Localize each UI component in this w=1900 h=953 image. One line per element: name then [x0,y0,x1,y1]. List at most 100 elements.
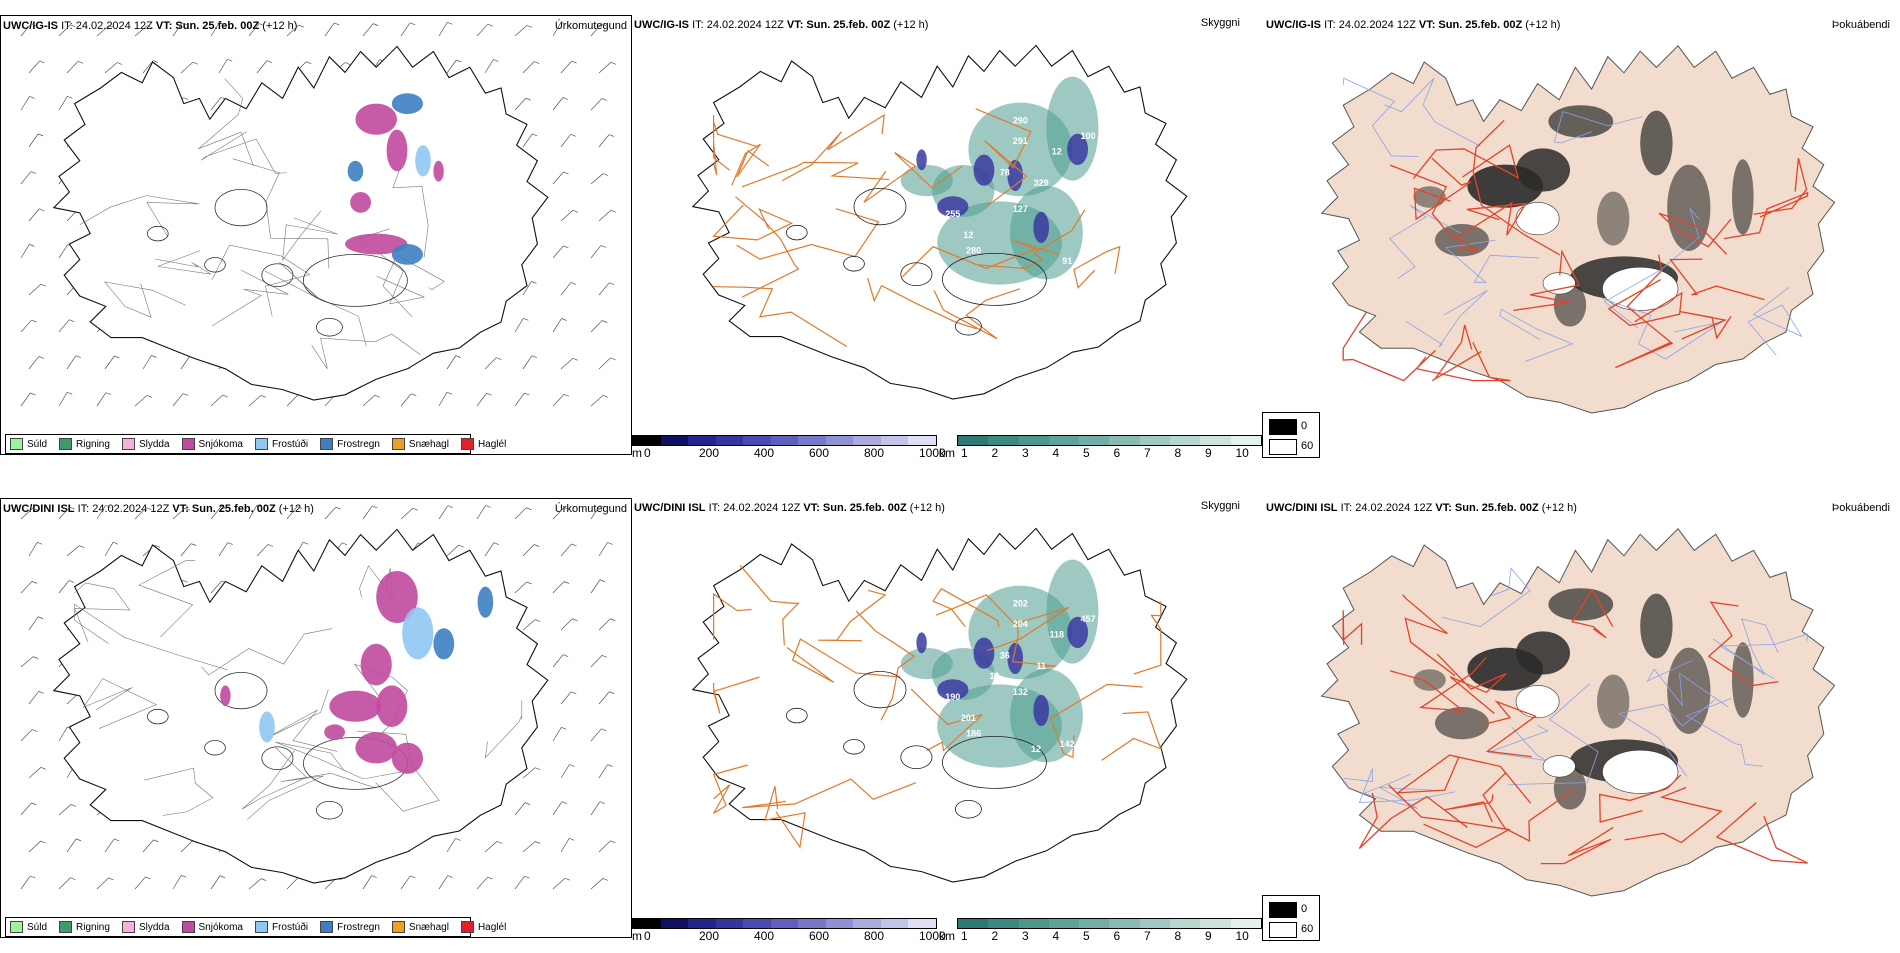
glacier-area [1543,273,1575,295]
wind-barb-tick [40,840,46,844]
road-line [714,677,760,713]
precip-area [391,244,423,265]
colorbar-tick: 800 [864,929,885,943]
colorbar-segment [770,919,799,928]
wind-barb-tick [572,618,578,622]
iceland-outline [693,528,1187,882]
wind-barb-tick [69,319,75,323]
road-line [714,765,748,813]
ceiling-peak-label: 457 [1080,614,1095,624]
wind-barb-tick [599,505,605,508]
wind-barb [590,579,601,594]
valid-time: VT: Sun. 25.feb. 00Z [786,19,891,31]
wind-barb [58,877,71,890]
wind-barb [446,355,457,370]
road-line [1709,602,1779,685]
wind-barb-tick [493,59,499,62]
wind-barb-tick [534,61,540,64]
wind-barb-tick [570,133,576,137]
colorbar-tick: 400 [754,446,775,460]
precip-area [433,628,455,660]
wind-barb [560,838,570,853]
wind-barb-tick [30,392,36,396]
road-line [212,245,310,316]
wind-barb [362,505,373,520]
road-line [1406,290,1488,347]
wind-barb [484,59,494,74]
road-line [1488,725,1547,760]
road-line [742,779,916,808]
ceiling-peak-label: 329 [1034,178,1049,188]
wind-barb [476,505,486,520]
wind-barb-tick [31,581,38,584]
wind-barb-tick [256,504,263,508]
road-line [1102,712,1161,760]
wind-barb [522,544,535,557]
wind-barb [20,656,34,668]
glacier-area [1602,267,1678,310]
wind-barb-tick [302,541,309,545]
wind-barb [20,507,34,520]
wind-barb [590,801,601,816]
road-line [1670,259,1764,300]
wind-barb-tick [603,173,609,176]
wind-barb [66,355,77,370]
fog-indicator-area [1640,110,1673,176]
wind-barb-tick [153,839,159,843]
legend-swatch [121,921,135,933]
wind-barb [552,877,566,890]
wind-barb [28,691,39,705]
precip-area [376,571,418,623]
wind-barb-tick [447,21,453,25]
road-line [1390,165,1479,251]
colorbar-tick: 3 [1022,929,1029,943]
wind-barb-tick [562,97,569,100]
precip-area [415,145,431,177]
legend-label: Rigning [76,438,110,450]
visibility-ticks: 1 2 3 4 5 6 7 8 9 10 [961,929,1261,943]
panel-title: Þokuábendi [1831,19,1890,31]
wind-barb [362,23,374,37]
wind-barb-tick [192,61,198,65]
wind-barb [256,60,268,74]
visibility-unit: km [939,446,955,460]
init-time: IT: 24.02.2024 12Z [1324,19,1416,31]
ceiling-peak-label: 204 [1013,619,1028,629]
road-line [1390,205,1461,278]
wind-barb [598,134,610,148]
wind-barb-tick [601,23,607,27]
wind-barb-tick [152,60,159,63]
wind-barb [20,729,33,742]
visibility-panel: UWC/DINI ISL IT: 24.02.2024 12Z VT: Sun.… [632,498,1264,943]
wind-barb-tick [523,318,529,321]
fog-indicator-area [1548,588,1614,621]
wind-barb-tick [456,59,462,63]
wind-barb [522,767,536,779]
wind-barb-tick [306,61,312,65]
road-line [1572,590,1613,638]
wind-barb-tick [31,319,37,323]
road-line [1343,610,1361,645]
wind-barb [172,22,183,37]
wind-barb-tick [105,505,111,508]
legend-label: Rigning [76,921,110,933]
precip-area [347,160,364,182]
wind-barb [598,209,612,222]
wind-barb-tick [571,543,577,547]
colorbar-tick: 10 [1235,929,1249,943]
wind-barb [522,841,536,853]
wind-barb [446,59,457,74]
wind-barb [256,544,269,557]
glacier-outline [316,801,342,819]
wind-barb [476,392,487,407]
colorbar-segment [743,436,771,445]
wind-barb [552,581,565,594]
wind-barb [590,320,603,333]
wind-barb [20,875,31,890]
wind-barb-tick [563,171,569,175]
wind-barb [28,283,42,296]
road-line [936,595,1069,651]
ceiling-peak-label: 100 [1080,131,1095,141]
legend-swatch [320,438,334,450]
road-line [144,768,213,815]
